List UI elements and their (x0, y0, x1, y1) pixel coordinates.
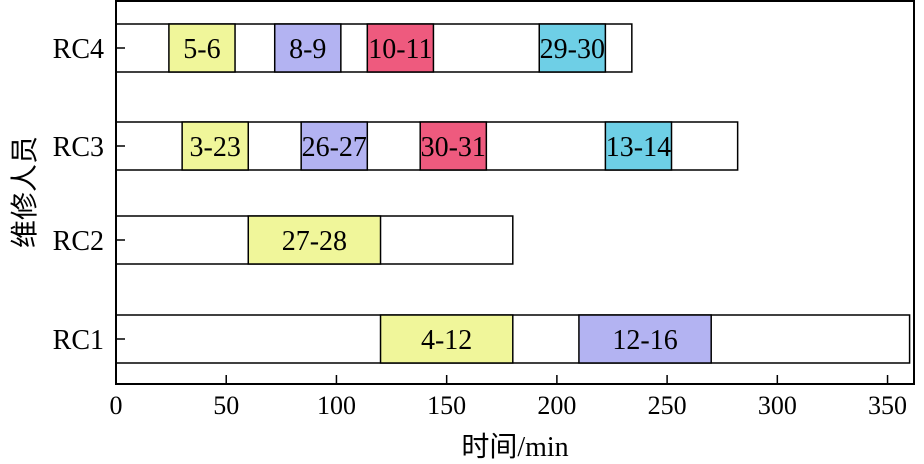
task-label: 30-31 (421, 132, 486, 163)
task-bar (366, 23, 435, 73)
x-axis-title: 时间/min (461, 431, 568, 463)
task-bar (578, 314, 712, 364)
task-bar (247, 215, 382, 265)
task-label: 26-27 (302, 132, 367, 163)
task-label: 10-11 (368, 34, 432, 65)
x-tick-label: 300 (758, 391, 797, 420)
x-tick-label: 50 (213, 391, 239, 420)
x-tick-label: 350 (868, 391, 907, 420)
y-tick-label: RC4 (53, 34, 104, 65)
plot-frame (115, 0, 915, 385)
task-label: 3-23 (190, 132, 241, 163)
task-bar (168, 23, 236, 73)
task-label: 5-6 (183, 34, 220, 65)
y-tick-label: RC2 (53, 226, 104, 257)
y-tick-label: RC3 (53, 132, 104, 163)
task-label: 4-12 (421, 325, 472, 356)
axis-ticks: 0 50 100 150 200 250 300 350 (110, 375, 907, 420)
y-tick-label: RC1 (53, 325, 104, 356)
x-tick-label: 100 (317, 391, 356, 420)
x-tick-label: 200 (537, 391, 576, 420)
x-tick-label: 150 (427, 391, 466, 420)
task-bar (181, 121, 250, 171)
task-bar (604, 121, 673, 171)
row-rc2: 27-28 RC2 (53, 215, 514, 265)
bars-layer: 4-12 12-16 RC1 27-28 RC2 3-23 26-27 30-31 13-14 R… (53, 23, 911, 364)
task-label: 27-28 (282, 226, 347, 257)
task-label: 8-9 (289, 34, 326, 65)
task-label: 29-30 (540, 34, 605, 65)
row-rc4: 5-6 8-9 10-11 29-30 RC4 (53, 23, 633, 73)
y-axis-title: 维修人员 (9, 136, 41, 248)
task-bar (300, 121, 369, 171)
row-rc1: 4-12 12-16 RC1 (53, 314, 911, 364)
x-tick-label: 0 (110, 391, 123, 420)
task-bar (379, 314, 514, 364)
task-bar (273, 23, 342, 73)
task-label: 13-14 (606, 132, 671, 163)
task-label: 12-16 (612, 325, 677, 356)
task-bar (419, 121, 488, 171)
row-rc3: 3-23 26-27 30-31 13-14 RC3 (53, 121, 739, 171)
task-bar (538, 23, 607, 73)
x-tick-label: 250 (648, 391, 687, 420)
